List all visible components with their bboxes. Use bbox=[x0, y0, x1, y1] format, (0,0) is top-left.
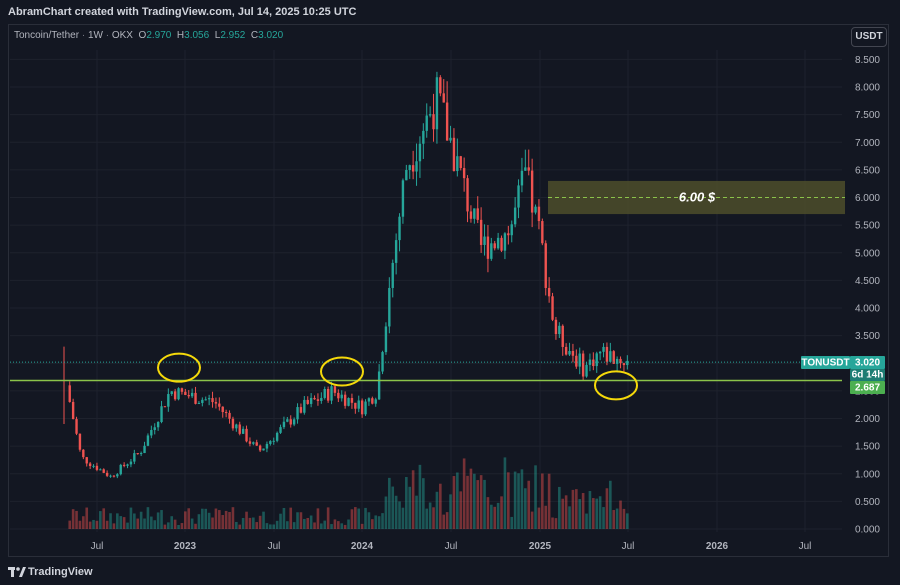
exchange-label: OKX bbox=[111, 30, 133, 41]
chart-frame bbox=[8, 24, 889, 557]
symbol-name[interactable]: Toncoin/Tether bbox=[14, 30, 80, 41]
tradingview-logo-icon bbox=[8, 567, 26, 577]
footer-bar bbox=[0, 561, 900, 585]
currency-button[interactable]: USDT bbox=[851, 27, 887, 47]
close-value: 3.020 bbox=[258, 30, 284, 41]
legend-separator-1: · bbox=[81, 30, 86, 41]
legend-separator-2: · bbox=[105, 30, 110, 41]
open-value: 2.970 bbox=[146, 30, 172, 41]
high-value: 3.056 bbox=[184, 30, 210, 41]
chart-header: AbramChart created with TradingView.com,… bbox=[0, 0, 900, 24]
symbol-legend: Toncoin/Tether · 1W · OKX O2.970 H3.056 … bbox=[14, 30, 283, 41]
high-key: H bbox=[176, 30, 185, 41]
close-key: C bbox=[250, 30, 259, 41]
open-key: O bbox=[138, 30, 147, 41]
low-key: L bbox=[214, 30, 221, 41]
interval-label[interactable]: 1W bbox=[87, 30, 103, 41]
header-caption: AbramChart created with TradingView.com,… bbox=[8, 6, 357, 18]
low-value: 2.952 bbox=[220, 30, 246, 41]
footer-brand[interactable]: TradingView bbox=[28, 566, 93, 578]
